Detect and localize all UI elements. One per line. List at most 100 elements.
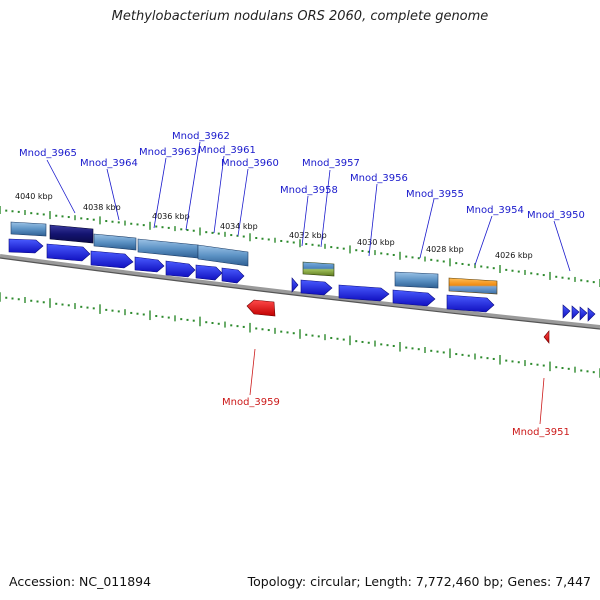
gene-arrow[interactable] bbox=[90, 250, 134, 269]
scale-dot bbox=[517, 270, 520, 273]
scale-dot bbox=[17, 210, 20, 213]
gene-label[interactable]: Mnod_3957 bbox=[302, 158, 360, 169]
gene-label[interactable]: Mnod_3951 bbox=[512, 427, 570, 438]
gene-label[interactable]: Mnod_3955 bbox=[406, 189, 464, 200]
scale-dot bbox=[67, 304, 70, 307]
forward-label-leaders bbox=[46, 141, 571, 272]
scale-dot bbox=[386, 344, 389, 347]
feature-block[interactable] bbox=[302, 261, 335, 277]
gene-arrow[interactable] bbox=[291, 277, 299, 293]
scale-dot bbox=[355, 340, 358, 343]
feature-block[interactable] bbox=[137, 238, 199, 259]
gene-label[interactable]: Mnod_3958 bbox=[280, 185, 338, 196]
scale-label: 4028 kbp bbox=[426, 245, 464, 254]
scale-dot bbox=[167, 226, 170, 229]
scale-dot bbox=[42, 301, 45, 304]
scale-dot bbox=[430, 258, 433, 261]
scale-dot bbox=[142, 224, 145, 227]
gene-label[interactable]: Mnod_3959 bbox=[222, 397, 280, 408]
scale-dot bbox=[367, 341, 370, 344]
gene-arrow[interactable] bbox=[562, 304, 571, 319]
scale-dot bbox=[117, 221, 120, 224]
gene-arrow[interactable] bbox=[338, 284, 390, 302]
gene-arrow[interactable] bbox=[571, 305, 580, 320]
outer-scale-track bbox=[0, 206, 600, 287]
scale-dot bbox=[305, 243, 308, 246]
gene-arrow[interactable] bbox=[134, 256, 165, 273]
gene-label[interactable]: Mnod_3964 bbox=[80, 158, 138, 169]
scale-dot bbox=[292, 241, 295, 244]
gene-arrow[interactable] bbox=[8, 238, 44, 254]
feature-block[interactable] bbox=[93, 233, 137, 251]
gene-arrow[interactable] bbox=[46, 243, 91, 262]
scale-dot bbox=[467, 263, 470, 266]
scale-dot bbox=[436, 350, 439, 353]
scale-dot bbox=[317, 244, 320, 247]
scale-dot bbox=[267, 329, 270, 332]
gene-label[interactable]: Mnod_3956 bbox=[350, 173, 408, 184]
scale-dot bbox=[436, 259, 439, 262]
gene-arrow[interactable] bbox=[300, 279, 333, 296]
scale-dot bbox=[236, 325, 239, 328]
scale-dot bbox=[230, 234, 233, 237]
scale-dot bbox=[242, 235, 245, 238]
scale-dot bbox=[530, 272, 533, 275]
scale-dot bbox=[111, 220, 114, 223]
scale-dot bbox=[230, 324, 233, 327]
map-title: Methylobacterium nodulans ORS 2060, comp… bbox=[111, 9, 489, 24]
scale-dot bbox=[361, 340, 364, 343]
gene-label[interactable]: Mnod_3963 bbox=[139, 147, 197, 158]
feature-block[interactable] bbox=[10, 221, 47, 237]
gene-label[interactable]: Mnod_3961 bbox=[198, 145, 256, 156]
scale-dot bbox=[255, 236, 258, 239]
scale-dot bbox=[61, 215, 64, 218]
gene-label[interactable]: Mnod_3965 bbox=[19, 148, 77, 159]
scale-dot bbox=[11, 297, 14, 300]
scale-dot bbox=[286, 331, 289, 334]
forward-gene-arrows bbox=[8, 238, 596, 322]
scale-dot bbox=[30, 299, 33, 302]
feature-block[interactable] bbox=[394, 271, 439, 289]
scale-dot bbox=[592, 371, 595, 374]
scale-dot bbox=[486, 357, 489, 360]
scale-dot bbox=[330, 336, 333, 339]
scale-dot bbox=[136, 223, 139, 226]
feature-block[interactable] bbox=[49, 224, 94, 244]
gene-arrow[interactable] bbox=[195, 264, 223, 281]
scale-dot bbox=[5, 296, 8, 299]
gene-label[interactable]: Mnod_3954 bbox=[466, 205, 524, 216]
gene-arrow[interactable] bbox=[446, 294, 495, 313]
gene-arrow[interactable] bbox=[221, 267, 245, 284]
gene-label[interactable]: Mnod_3950 bbox=[527, 210, 585, 221]
scale-dot bbox=[536, 363, 539, 366]
scale-dot bbox=[511, 360, 514, 363]
scale-dot bbox=[36, 212, 39, 215]
scale-dot bbox=[305, 333, 308, 336]
gene-arrow[interactable] bbox=[579, 306, 588, 321]
gene-arrow-reverse[interactable] bbox=[246, 299, 276, 317]
gene-arrow[interactable] bbox=[165, 260, 196, 278]
scale-dot bbox=[567, 277, 570, 280]
scale-dot bbox=[342, 338, 345, 341]
scale-dot bbox=[11, 210, 14, 213]
reverse-gene-labels: Mnod_3959 Mnod_3951 bbox=[222, 397, 570, 438]
scale-dot bbox=[55, 302, 58, 305]
scale-dot bbox=[205, 231, 208, 234]
feature-block[interactable] bbox=[197, 244, 249, 267]
scale-dot bbox=[217, 232, 220, 235]
gene-label[interactable]: Mnod_3960 bbox=[221, 158, 279, 169]
feature-block[interactable] bbox=[448, 277, 498, 295]
scale-dot bbox=[236, 234, 239, 237]
scale-label: 4026 kbp bbox=[495, 251, 533, 260]
scale-dot bbox=[455, 262, 458, 265]
scale-dot bbox=[155, 225, 158, 228]
scale-label: 4036 kbp bbox=[152, 212, 190, 221]
gene-label[interactable]: Mnod_3962 bbox=[172, 131, 230, 142]
gene-arrow[interactable] bbox=[392, 289, 436, 307]
feature-blocks bbox=[10, 221, 498, 295]
scale-dot bbox=[355, 249, 358, 252]
gene-arrow-reverse[interactable] bbox=[543, 330, 550, 344]
genome-backbone-shadow bbox=[0, 257, 600, 330]
gene-arrow[interactable] bbox=[587, 307, 596, 322]
